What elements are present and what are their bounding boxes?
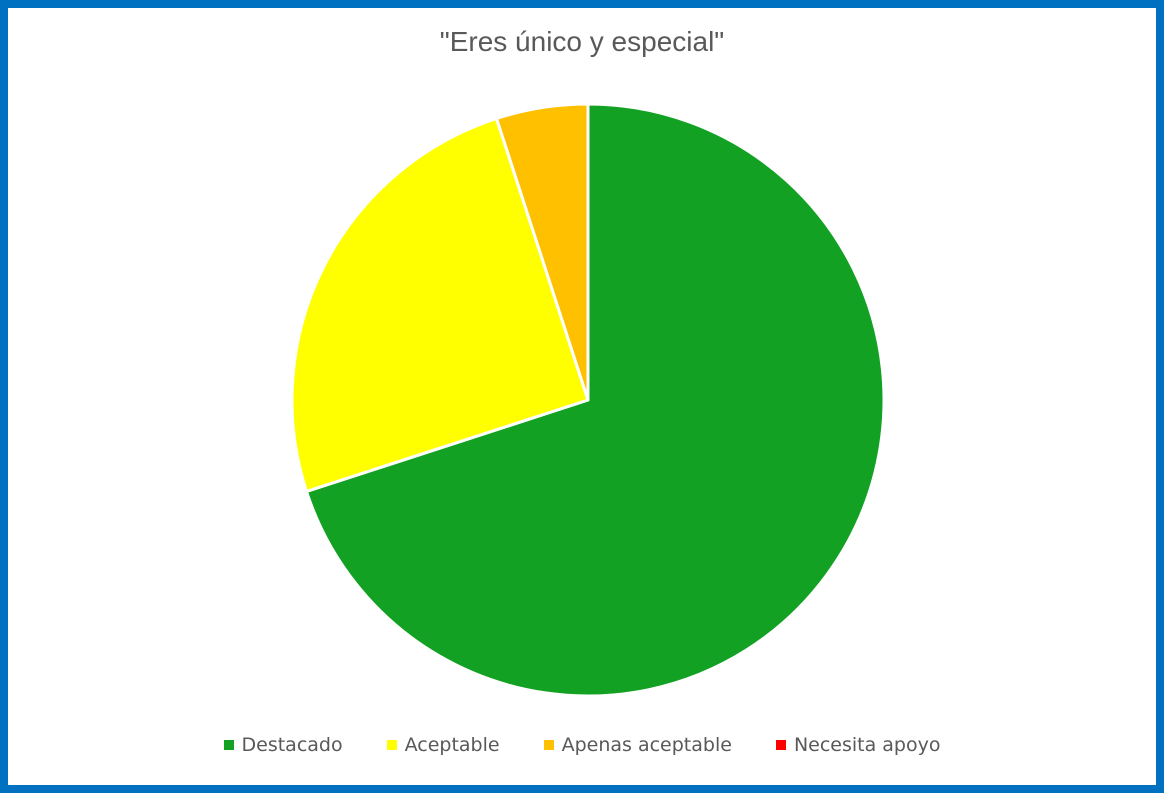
legend-label-apenas-aceptable: Apenas aceptable — [561, 734, 732, 756]
chart-legend: Destacado Aceptable Apenas aceptable Nec… — [0, 734, 1164, 756]
pie-slice-apenas-aceptable — [495, 102, 590, 402]
legend-label-aceptable: Aceptable — [404, 734, 500, 756]
legend-item-destacado: Destacado — [223, 734, 343, 756]
legend-label-destacado: Destacado — [241, 734, 343, 756]
legend-label-necesita-apoyo: Necesita apoyo — [793, 734, 941, 756]
legend-swatch-destacado — [223, 740, 234, 750]
legend-swatch-apenas-aceptable — [543, 740, 554, 750]
legend-swatch-aceptable — [386, 740, 397, 750]
legend-item-aceptable: Aceptable — [386, 734, 500, 756]
legend-swatch-necesita-apoyo — [775, 740, 786, 750]
legend-item-apenas-aceptable: Apenas aceptable — [543, 734, 732, 756]
bottom-strip — [90, 774, 1040, 780]
legend-item-necesita-apoyo: Necesita apoyo — [775, 734, 941, 756]
pie-slice-destacado — [304, 102, 886, 698]
chart-title: "Eres único y especial" — [439, 26, 725, 57]
pie-slice-aceptable — [290, 116, 590, 493]
